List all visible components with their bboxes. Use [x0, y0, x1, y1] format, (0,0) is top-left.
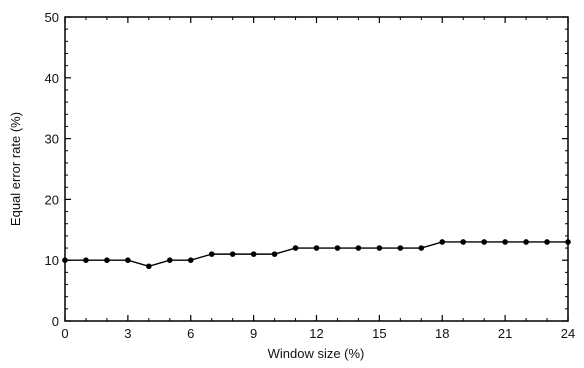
- x-tick-label: 3: [124, 326, 131, 341]
- y-tick-label: 0: [52, 314, 59, 329]
- data-point: [313, 245, 320, 251]
- y-tick-label: 20: [45, 192, 59, 207]
- y-axis-title: Equal error rate (%): [8, 112, 23, 226]
- data-point: [187, 257, 194, 264]
- data-point: [523, 239, 529, 245]
- data-point: [125, 257, 131, 264]
- data-point: [229, 251, 236, 257]
- data-point: [62, 257, 68, 264]
- ticks: [64, 16, 569, 322]
- x-tick-label: 15: [372, 326, 386, 341]
- data-point: [502, 239, 508, 245]
- data-point: [250, 251, 257, 257]
- data-point: [334, 245, 341, 251]
- y-tick-label: 50: [45, 10, 59, 25]
- data-point: [83, 257, 89, 264]
- data-point: [104, 257, 110, 264]
- data-point: [460, 239, 467, 245]
- data-point: [271, 251, 278, 257]
- data-point: [565, 239, 571, 245]
- data-point: [166, 257, 173, 264]
- data-point: [397, 245, 404, 251]
- x-tick-label: 24: [561, 326, 575, 341]
- markers: [62, 239, 571, 270]
- x-tick-label: 18: [435, 326, 449, 341]
- y-tick-label: 30: [45, 132, 59, 147]
- data-point: [544, 239, 550, 245]
- data-point: [481, 239, 487, 245]
- data-point: [355, 245, 362, 251]
- data-point: [208, 251, 215, 257]
- x-tick-label: 9: [250, 326, 257, 341]
- data-point: [439, 239, 446, 245]
- data-point: [418, 245, 425, 251]
- x-axis-title: Window size (%): [268, 346, 365, 361]
- data-point: [292, 245, 299, 251]
- data-point: [146, 263, 152, 270]
- plot-frame: [64, 16, 569, 322]
- data-point: [376, 245, 383, 251]
- x-tick-label: 0: [61, 326, 68, 341]
- x-tick-label: 21: [498, 326, 512, 341]
- x-tick-label: 6: [187, 326, 194, 341]
- tick-labels: 0 3 6 9 12 15 18 21 24 0 10 20 30 40 50: [45, 10, 576, 341]
- x-tick-label: 12: [309, 326, 323, 341]
- y-tick-label: 40: [45, 71, 59, 86]
- y-tick-label: 10: [45, 253, 59, 268]
